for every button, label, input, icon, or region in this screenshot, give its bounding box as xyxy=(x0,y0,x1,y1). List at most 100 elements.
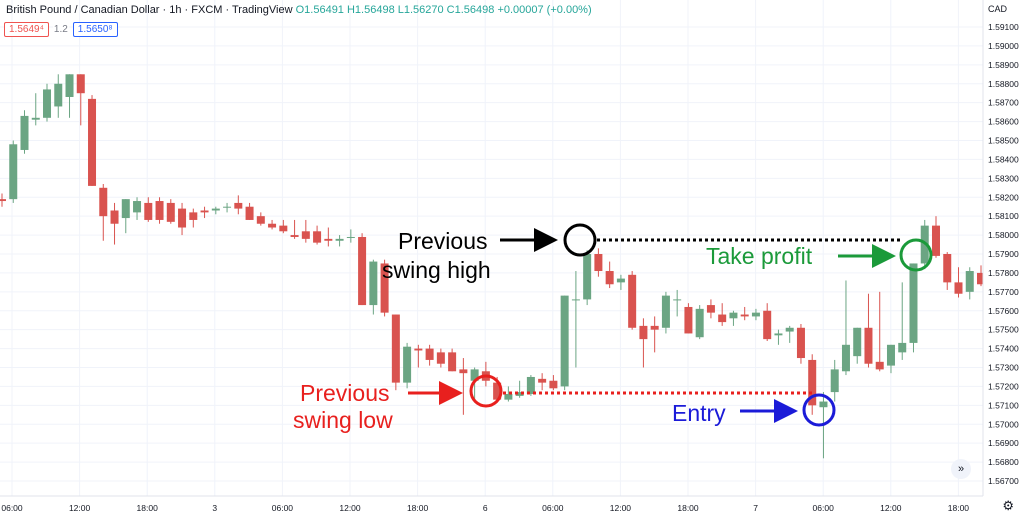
price-tick-label: 1.57800 xyxy=(988,268,1019,278)
sell-button[interactable]: 1.5649⁴ xyxy=(4,22,49,37)
candle-body xyxy=(493,382,502,400)
take-profit-label: Take profit xyxy=(706,243,813,269)
candle xyxy=(695,305,704,340)
swing-low-label-line2: swing low xyxy=(293,407,393,433)
candle-body xyxy=(965,271,974,292)
candle xyxy=(740,306,749,321)
candle-body xyxy=(864,327,873,364)
time-tick-label: 06:00 xyxy=(542,503,564,513)
candle xyxy=(369,259,378,315)
candle-body xyxy=(740,314,749,317)
candle xyxy=(110,202,119,245)
candle xyxy=(830,359,839,402)
candle-body xyxy=(909,263,918,343)
candle-body xyxy=(268,223,277,228)
candle-body xyxy=(20,115,29,150)
candle-body xyxy=(616,278,625,283)
price-tick-label: 1.58600 xyxy=(988,117,1019,127)
candle-body xyxy=(695,308,704,338)
scroll-to-realtime-button[interactable]: » xyxy=(951,459,971,479)
candle xyxy=(538,373,547,391)
trade-panel: 1.5649⁴ 1.2 1.5650⁸ xyxy=(4,22,118,37)
price-tick-label: 1.57700 xyxy=(988,287,1019,297)
candle xyxy=(256,212,265,226)
candle-body xyxy=(403,346,412,383)
candle-body xyxy=(538,378,547,383)
candle xyxy=(774,329,783,345)
swing-high-label-line2: swing high xyxy=(382,257,491,283)
candle xyxy=(178,202,187,236)
candle xyxy=(211,206,220,215)
candle-body xyxy=(808,359,817,406)
candle xyxy=(481,361,490,387)
candle xyxy=(526,375,535,396)
candle xyxy=(223,202,232,213)
candle xyxy=(628,271,637,330)
candle xyxy=(616,274,625,290)
candle xyxy=(639,318,648,368)
candle xyxy=(335,235,344,247)
candle xyxy=(706,299,715,319)
candle-body xyxy=(313,231,322,243)
candle-body xyxy=(628,274,637,328)
time-tick-label: 06:00 xyxy=(1,503,23,513)
candle xyxy=(20,110,29,154)
candle-body xyxy=(121,199,130,219)
settings-gear-icon[interactable]: ⚙ xyxy=(1002,498,1014,513)
symbol-title[interactable]: British Pound / Canadian Dollar · 1h · F… xyxy=(6,4,293,16)
candle xyxy=(301,219,310,243)
swing-low-circle xyxy=(469,374,503,408)
time-tick-label: 18:00 xyxy=(677,503,699,513)
candle xyxy=(661,291,670,334)
candle xyxy=(380,259,389,317)
price-axis[interactable]: CAD 1.59100 1.59000 1.58900 1.58800 1.58700 1.… xyxy=(982,0,1024,518)
candle-body xyxy=(391,314,400,383)
candle xyxy=(43,83,52,122)
candle-body xyxy=(639,325,648,340)
candle-body xyxy=(144,202,153,220)
swing-high-label-line1: Previous xyxy=(398,228,487,254)
candle-body xyxy=(279,225,288,232)
candle xyxy=(931,216,940,258)
candle-body xyxy=(661,295,670,328)
price-tick-label: 1.56900 xyxy=(988,438,1019,448)
currency-label: CAD xyxy=(988,4,1008,14)
candle-body xyxy=(898,342,907,353)
candle-body xyxy=(459,369,468,374)
candle xyxy=(841,280,850,376)
candle xyxy=(346,229,355,243)
candle xyxy=(234,195,243,215)
candle xyxy=(88,95,97,186)
candle-body xyxy=(583,254,592,300)
candle xyxy=(0,193,6,207)
candle-body xyxy=(571,299,580,301)
candle-body xyxy=(526,376,535,394)
candle xyxy=(99,184,108,241)
price-tick-label: 1.58200 xyxy=(988,192,1019,202)
candle-body xyxy=(346,236,355,238)
price-tick-label: 1.59100 xyxy=(988,22,1019,32)
candle xyxy=(977,265,985,287)
price-tick-label: 1.56800 xyxy=(988,457,1019,467)
candle xyxy=(560,295,569,391)
price-tick-label: 1.58900 xyxy=(988,60,1019,70)
candle-body xyxy=(425,348,434,360)
candle xyxy=(414,344,423,368)
candle-body xyxy=(673,299,682,301)
time-tick-label: 7 xyxy=(753,503,758,513)
time-tick-label: 12:00 xyxy=(880,503,902,513)
time-axis[interactable]: 06:00 12:00 18:00 3 06:00 12:00 18:00 6 06:00 12:… xyxy=(0,495,983,513)
candle-body xyxy=(931,225,940,256)
candle xyxy=(155,197,164,224)
buy-button[interactable]: 1.5650⁸ xyxy=(72,22,118,37)
spread-value: 1.2 xyxy=(52,23,69,36)
swing-high-annotation: Previous swing high xyxy=(382,223,902,283)
candle-body xyxy=(785,327,794,332)
candle xyxy=(853,327,862,364)
entry-circle xyxy=(802,393,836,427)
entry-annotation: Entry xyxy=(672,393,836,427)
candle xyxy=(864,293,873,368)
candle-body xyxy=(301,231,310,239)
candle-body xyxy=(133,201,142,213)
